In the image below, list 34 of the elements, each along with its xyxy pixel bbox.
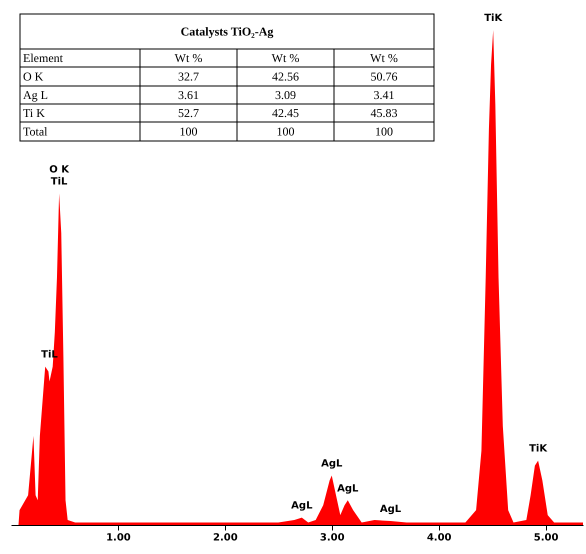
annotation: AgL xyxy=(291,500,314,512)
annotation: 3.09 xyxy=(275,88,296,102)
annotation: Wt % xyxy=(370,51,398,65)
annotation: 100 xyxy=(375,124,393,138)
annotation: Ag L xyxy=(23,88,48,102)
annotation: 42.45 xyxy=(272,106,299,120)
annotation: 32.7 xyxy=(178,70,199,84)
annotation: 42.56 xyxy=(272,70,299,84)
annotation: 3.61 xyxy=(178,88,199,102)
annotation: O K xyxy=(23,70,44,84)
x-tick-label: 1.00 xyxy=(106,532,131,544)
annotation: 52.7 xyxy=(178,106,199,120)
annotation: AgL xyxy=(337,483,360,494)
annotation: Wt % xyxy=(174,51,202,65)
chart-title: Catalysts TiO₂-Ag xyxy=(180,24,274,38)
annotation: TiK xyxy=(529,444,548,455)
annotation: TiK xyxy=(484,13,504,24)
x-tick-label: 3.00 xyxy=(320,532,345,544)
annotation: O K xyxy=(49,164,70,176)
annotation: 50.76 xyxy=(370,70,398,84)
annotation: 100 xyxy=(180,124,198,138)
annotation: 45.83 xyxy=(370,106,398,120)
x-tick-label: 4.00 xyxy=(426,532,452,544)
annotation: Total xyxy=(23,124,48,138)
annotation: Wt % xyxy=(272,51,300,65)
annotation: TiL xyxy=(50,176,68,188)
annotation: Element xyxy=(23,51,64,65)
annotation: 3.41 xyxy=(374,88,394,102)
annotation: Ti K xyxy=(23,106,46,120)
annotation: AgL xyxy=(321,458,344,470)
x-tick-label: 2.00 xyxy=(212,532,238,544)
annotation: AgL xyxy=(380,504,402,516)
annotation: 100 xyxy=(276,124,294,138)
x-tick-label: 5.00 xyxy=(534,532,558,544)
